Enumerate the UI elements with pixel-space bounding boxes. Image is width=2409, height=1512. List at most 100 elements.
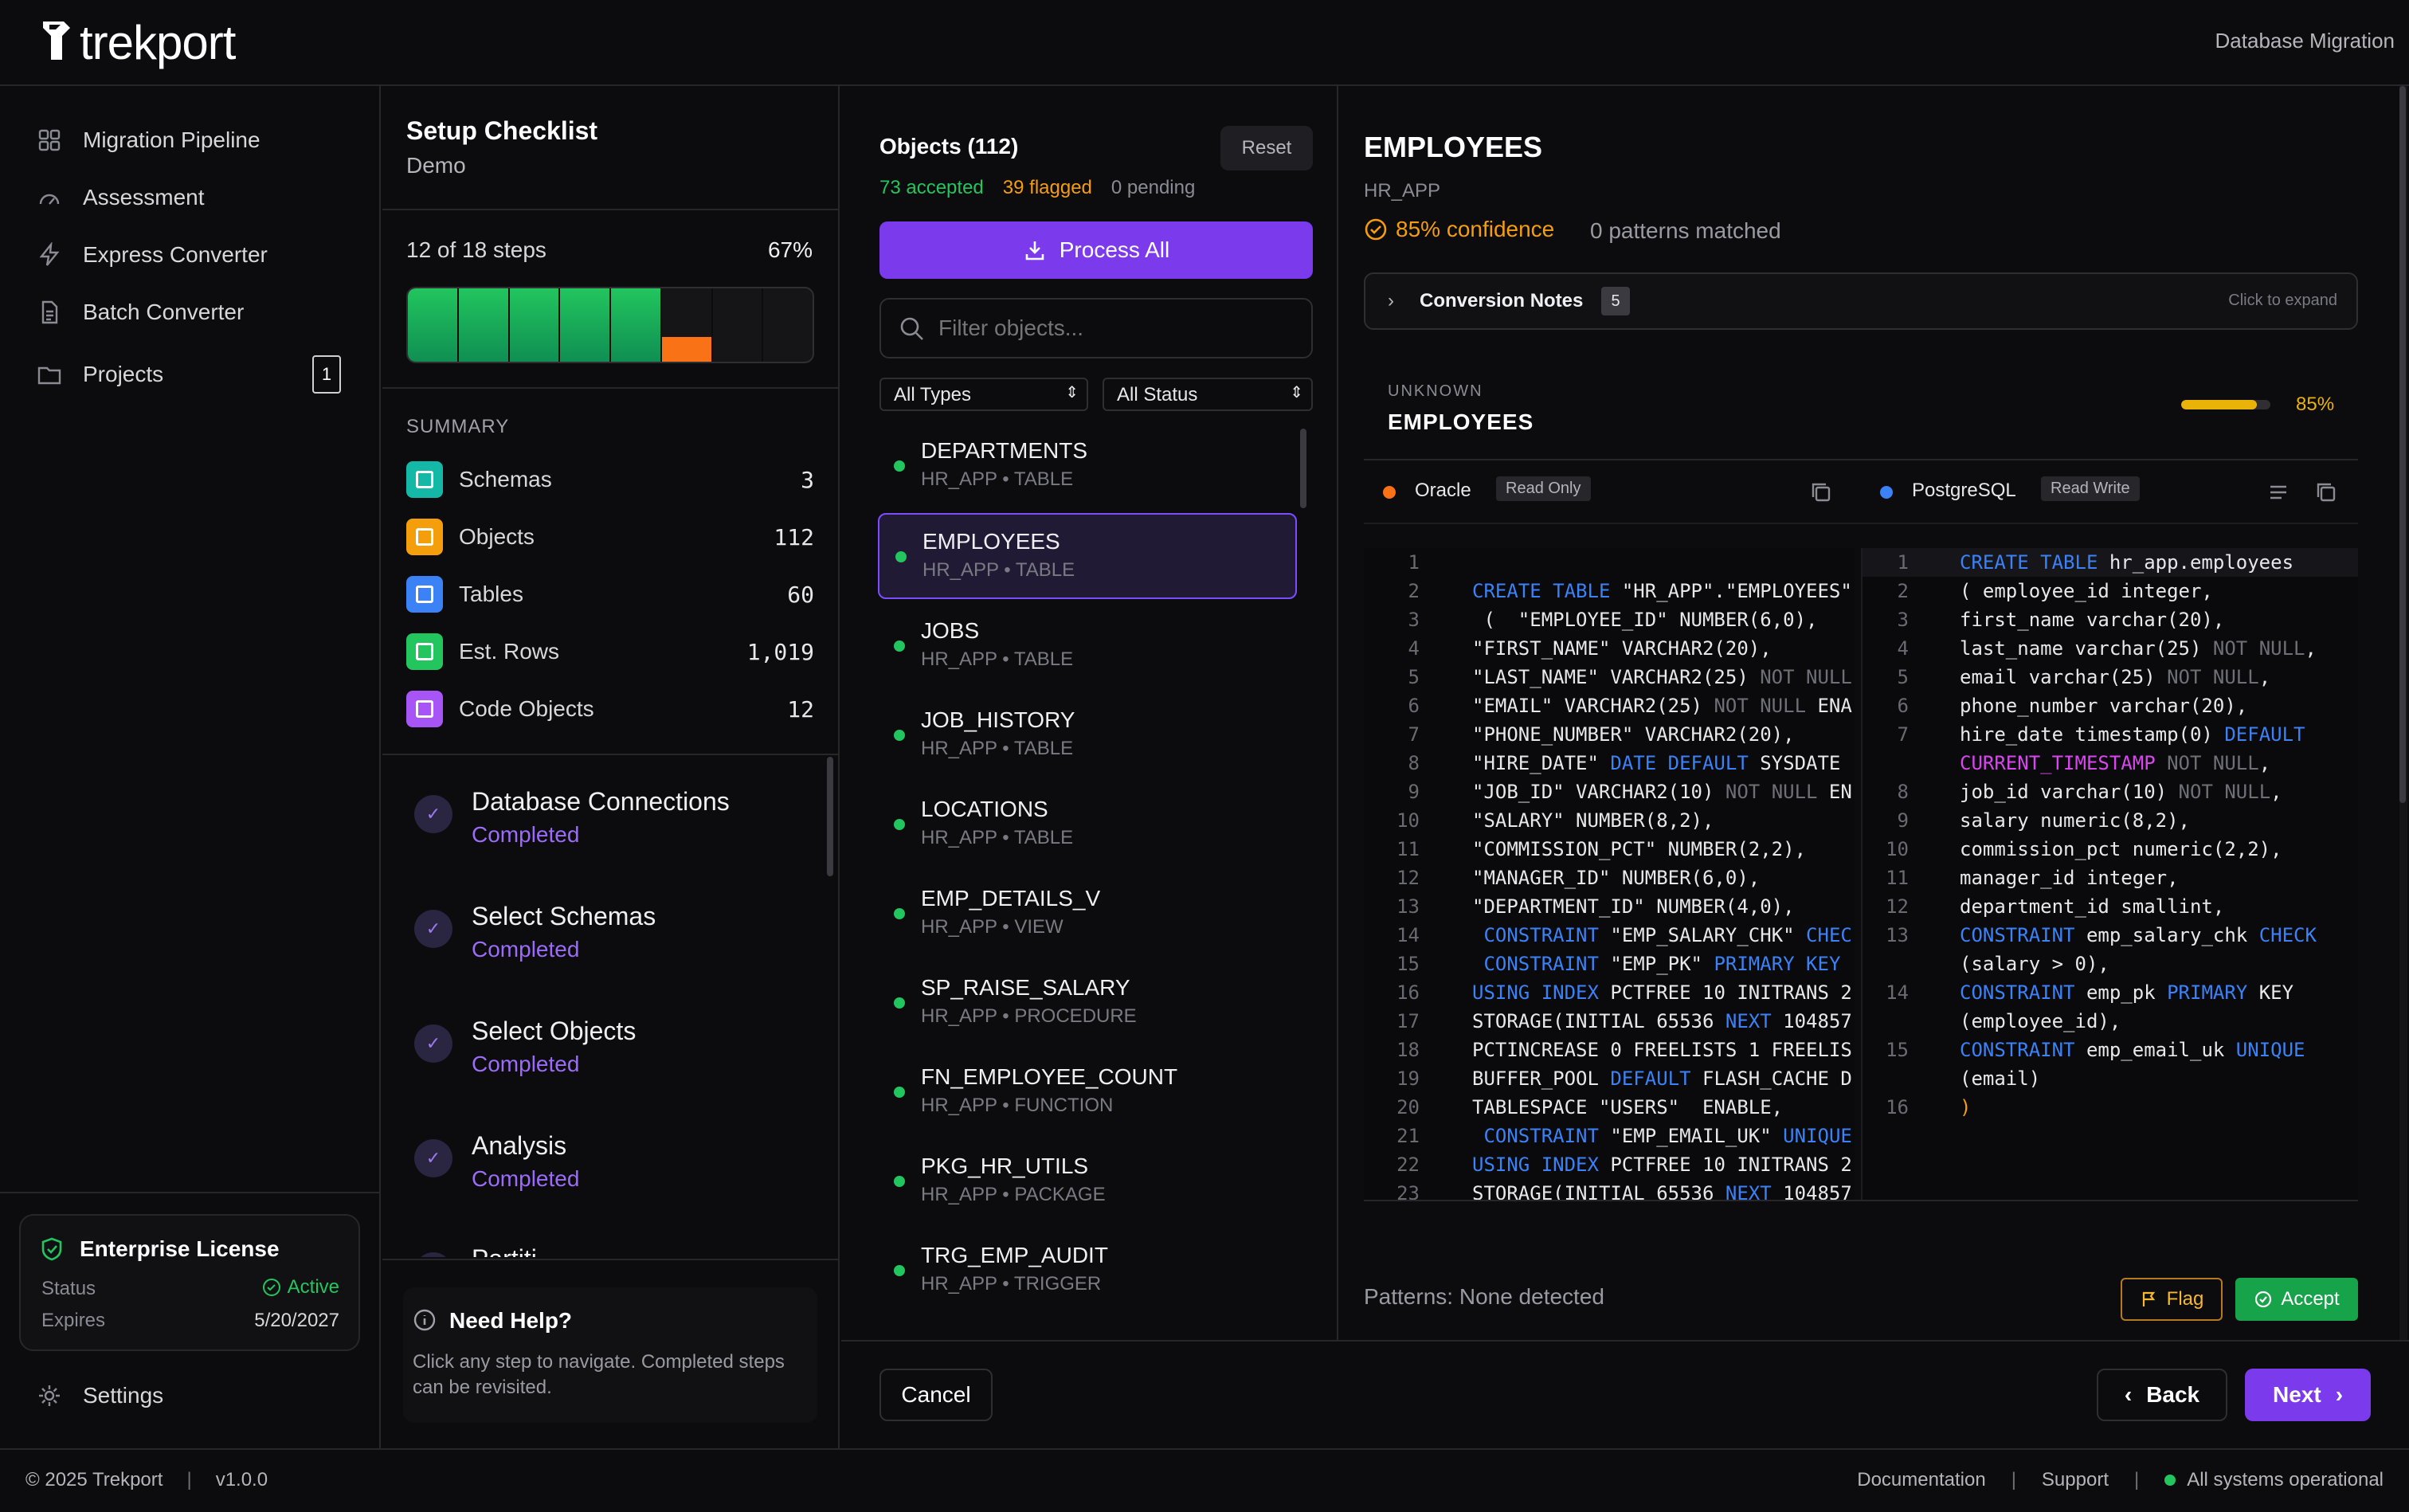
objects-scrollbar[interactable] [1300,429,1306,508]
next-button[interactable]: Next › [2245,1369,2371,1421]
support-link[interactable]: Support [2041,1469,2109,1490]
source-code-editor[interactable]: 1 2 3 4 5 6 7 8 9 10 11 12 13 14 15 16 1… [1364,548,1855,1201]
type-filter-select[interactable]: All Types ⇕ [879,378,1088,411]
editor-divider [1861,548,1863,1201]
sidebar-item-assessment[interactable]: Assessment [37,185,205,210]
step-select-schemas[interactable]: ✓ Select Schemas Completed [414,902,781,981]
step-analysis[interactable]: ✓ Analysis Completed [414,1131,781,1211]
help-text: Click any step to navigate. Completed st… [413,1351,785,1398]
sidebar-item-label: Migration Pipeline [83,127,260,152]
summary-label: Code Objects [459,696,594,721]
object-meta: HR_APP • TABLE [921,827,1074,848]
chevron-left-icon: ‹ [2124,1382,2133,1407]
divider [0,1192,379,1193]
sidebar-item-batch-converter[interactable]: Batch Converter [37,300,244,325]
flag-button[interactable]: Flag [2121,1278,2223,1321]
flag-label: Flag [2166,1288,2204,1310]
accept-button[interactable]: Accept [2235,1278,2358,1321]
list-item[interactable]: EMP_DETAILS_V HR_APP • VIEW [878,872,1297,954]
setup-checklist-panel: Setup Checklist Demo 12 of 18 steps 67% … [382,86,840,1448]
target-label: PostgreSQL [1912,480,2016,501]
progress-segment [661,288,713,362]
list-item[interactable]: JOB_HISTORY HR_APP • TABLE [878,693,1297,776]
list-item[interactable]: PKG_HR_UTILS HR_APP • PACKAGE [878,1139,1297,1222]
format-lines-icon[interactable] [2266,480,2291,505]
divider [1364,523,2358,524]
back-button[interactable]: ‹ Back [2097,1369,2227,1421]
current-line-highlight [1863,548,2358,577]
steps-scrollbar[interactable] [827,757,833,876]
step-status: Completed [472,1166,580,1191]
detail-scroll-track [2399,86,2407,1342]
app-footer: © 2025 Trekport | v1.0.0 Documentation |… [0,1448,2409,1512]
sidebar-item-projects[interactable]: Projects [37,362,163,387]
notes-label: Conversion Notes [1420,290,1584,311]
copy-icon[interactable] [2313,480,2339,505]
table-icon [406,576,443,613]
search-icon [900,317,923,340]
select-arrows-icon: ⇕ [1065,384,1079,402]
object-meta: HR_APP • VIEW [921,916,1063,938]
target-dot [1880,486,1893,499]
step-partitions[interactable]: Partiti [414,1244,781,1257]
object-name: LOCATIONS [921,797,1048,821]
status-text: All systems operational [2187,1469,2384,1490]
detail-scrollbar[interactable] [2399,86,2406,803]
list-item[interactable]: TRG_EMP_AUDIT HR_APP • TRIGGER [878,1228,1297,1311]
status-dot [895,551,907,562]
list-item[interactable]: SP_RAISE_SALARY HR_APP • PROCEDURE [878,961,1297,1044]
divider [382,387,838,389]
process-all-button[interactable]: Process All [879,221,1313,279]
divider [1364,459,2358,460]
step-title: Partiti [472,1244,537,1257]
object-name: EMP_DETAILS_V [921,886,1101,911]
list-item[interactable]: JOBS HR_APP • TABLE [878,604,1297,687]
wizard-nav: Cancel ‹ Back Next › [841,1340,2409,1448]
document-icon [41,300,58,324]
status-dot [2164,1475,2176,1486]
object-meta: HR_APP • TABLE [921,738,1074,759]
divider [1364,1200,2358,1201]
cancel-button[interactable]: Cancel [879,1369,993,1421]
status-dot [894,819,905,830]
chevron-right-icon: › [1388,290,1394,311]
progress-segment [458,288,510,362]
info-icon [413,1309,436,1331]
list-item[interactable]: DEPARTMENTS HR_APP • TABLE [878,424,1297,507]
accept-label: Accept [2281,1288,2340,1310]
documentation-link[interactable]: Documentation [1857,1469,1986,1490]
score-bar-fill [2181,400,2258,409]
summary-row-est-rows: Est. Rows 1,019 [406,633,814,671]
bolt-icon [39,242,60,266]
summary-row-tables: Tables 60 [406,575,814,613]
filter-objects-input[interactable] [879,298,1313,358]
app-logo[interactable]: trekport [35,14,236,70]
list-item[interactable]: FN_EMPLOYEE_COUNT HR_APP • FUNCTION [878,1050,1297,1133]
type-filter-value: All Types [894,384,971,405]
object-meta: HR_APP • TABLE [921,468,1074,490]
summary-row-schemas: Schemas 3 [406,460,814,499]
conversion-notes-toggle[interactable]: › Conversion Notes 5 Click to expand [1364,272,2358,330]
download-icon [1025,241,1044,260]
sidebar-item-express-converter[interactable]: Express Converter [37,242,268,268]
license-card: Enterprise License Status Active Expires… [19,1214,360,1351]
filter-input-field[interactable] [938,312,1289,344]
list-item-selected[interactable]: EMPLOYEES HR_APP • TABLE [878,513,1297,599]
step-select-objects[interactable]: ✓ Select Objects Completed [414,1016,781,1096]
sidebar-item-settings[interactable]: Settings [37,1383,163,1408]
sidebar-item-label: Assessment [83,185,205,210]
detail-title: EMPLOYEES [1364,131,1543,163]
check-icon: ✓ [414,910,452,948]
summary-heading: SUMMARY [406,416,510,437]
target-code-editor[interactable]: 1 2 3 4 5 6 7 8 9 10 11 12 13 14 15 16 C… [1863,548,2358,1201]
step-database-connections[interactable]: ✓ Database Connections Completed [414,787,781,867]
status-dot [894,1265,905,1276]
sidebar-item-migration-pipeline[interactable]: Migration Pipeline [37,127,260,153]
copy-icon[interactable] [1808,480,1834,505]
list-item[interactable]: LOCATIONS HR_APP • TABLE [878,782,1297,865]
progress-segment [560,288,611,362]
flagged-count: 39 flagged [1002,177,1092,198]
checklist-title: Setup Checklist [406,116,598,145]
reset-button[interactable]: Reset [1220,126,1313,170]
status-filter-select[interactable]: All Status ⇕ [1103,378,1313,411]
